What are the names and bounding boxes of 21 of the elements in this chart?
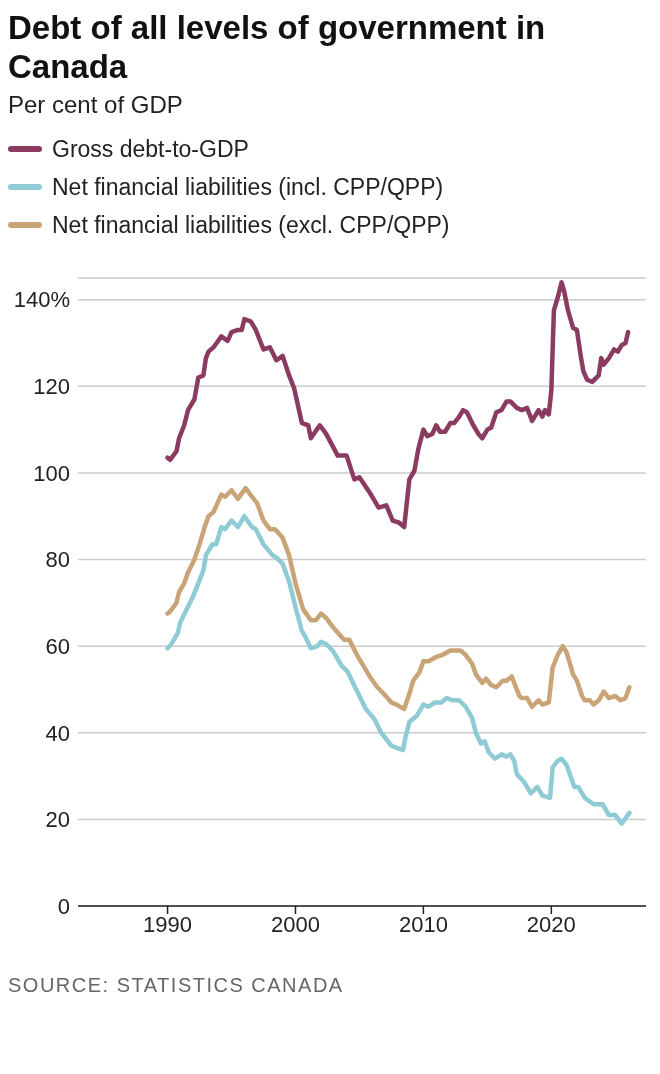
line-series [165,485,632,712]
chart-title: Debt of all levels of government in Canada [8,9,546,85]
source-note: SOURCE: STATISTICS CANADA [8,974,344,996]
y-tick-label: 60 [45,633,70,659]
y-tick-label: 80 [45,547,70,573]
x-tick-label: 2020 [526,911,576,937]
legend-label: Net financial liabilities (incl. CPP/QPP) [52,174,444,200]
y-tick-label: 100 [33,460,70,486]
y-tick-label: 120 [33,374,70,400]
y-tick-label: 140% [13,287,70,313]
x-tick-label: 2000 [271,911,320,937]
x-tick-label: 2010 [398,911,448,937]
chart-subtitle: Per cent of GDP [8,91,183,118]
legend-label: Gross debt-to-GDP [52,136,249,162]
line-series [165,280,631,530]
y-tick-label: 40 [45,720,70,746]
x-tick-label: 1990 [143,911,193,937]
legend-label: Net financial liabilities (excl. CPP/QPP) [52,212,450,238]
y-tick-label: 20 [45,807,70,833]
line-series [165,513,632,826]
y-tick-label: 0 [57,893,70,919]
